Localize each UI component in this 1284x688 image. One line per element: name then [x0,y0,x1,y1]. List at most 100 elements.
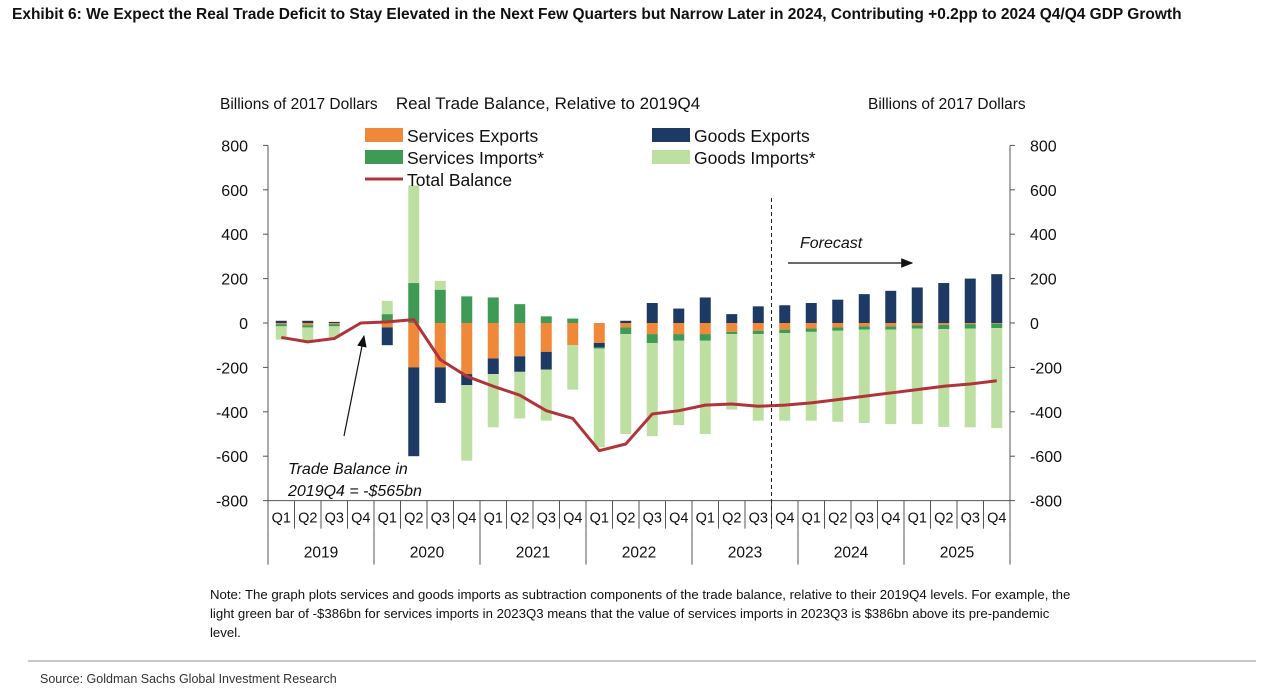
trade-balance-annotation-line1: Trade Balance in [288,461,408,478]
bar-goods-exports-21 [832,299,844,323]
forecast-label: Forecast [800,235,863,252]
bar-goods-imports-14 [646,342,658,437]
legend-label-goods-exports: Goods Exports [694,126,810,146]
total-balance-line [281,318,997,453]
bar-services-imports-23 [885,326,897,330]
bar-goods-exports-18 [752,306,764,323]
trade-balance-chart: 800 800 600 600 400 400 200 200 0 0 -200 -200 -400 -4… [216,94,1062,565]
x-tick-label-21: Q2 [828,511,847,527]
bar-services-imports-20 [805,328,817,332]
bar-services-exports-5 [408,323,420,368]
bar-goods-imports-8 [487,374,499,428]
bar-services-imports-12 [593,347,605,349]
y-axis-label-left: Billions of 2017 Dollars [220,96,378,113]
legend-label-total-balance: Total Balance [407,170,512,190]
bar-services-imports-1 [302,325,314,328]
legend-swatch-services-exports [365,128,403,142]
bar-goods-exports-27 [991,274,1003,323]
bar-services-imports-26 [964,324,976,329]
x-year-label-2021: 2021 [516,545,550,562]
bar-services-exports-19 [779,323,791,330]
bar-goods-exports-22 [858,294,870,323]
bar-services-exports-15 [673,323,685,335]
y-tick-label-right: 200 [1030,272,1057,289]
x-tick-label-24: Q1 [908,511,927,527]
bar-goods-exports-13 [620,320,632,323]
bar-goods-imports-2 [328,326,340,338]
bar-goods-imports-18 [752,334,764,421]
bar-services-exports-16 [699,323,711,335]
x-tick-label-8: Q1 [484,511,503,527]
x-tick-label-20: Q1 [802,511,821,527]
bar-services-exports-2 [328,323,340,325]
bar-services-imports-25 [938,324,950,330]
bar-goods-imports-20 [805,331,817,421]
x-tick-label-22: Q3 [855,511,874,527]
bar-services-exports-14 [646,323,658,335]
x-tick-label-0: Q1 [272,511,291,527]
x-tick-label-27: Q4 [987,511,1006,527]
x-tick-label-1: Q2 [298,511,317,527]
x-tick-label-14: Q3 [643,511,662,527]
bar-services-imports-17 [726,331,738,335]
legend-label-services-imports: Services Imports* [407,148,544,168]
y-tick-label-left: 400 [221,227,248,244]
bar-services-exports-13 [620,323,632,328]
bar-goods-imports-5 [408,185,420,284]
bar-services-exports-7 [461,323,473,375]
bar-goods-exports-19 [779,305,791,323]
x-tick-label-7: Q4 [457,511,476,527]
bar-services-imports-6 [434,289,446,323]
bar-services-exports-6 [434,323,446,368]
bar-services-exports-17 [726,323,738,332]
bar-services-imports-9 [514,304,526,323]
bar-goods-imports-13 [620,334,632,434]
bar-goods-imports-26 [964,328,976,428]
x-tick-label-15: Q4 [669,511,688,527]
bar-services-imports-0 [275,324,287,327]
bar-services-imports-5 [408,283,420,323]
bar-goods-exports-10 [540,351,552,370]
divider [28,660,1256,662]
y-tick-label-left: -600 [216,449,248,466]
bar-services-exports-27 [991,323,1003,324]
bar-goods-exports-12 [593,342,605,348]
chart-note: Note: The graph plots services and goods… [210,587,1071,640]
x-year-label-2019: 2019 [304,545,338,562]
x-tick-label-23: Q4 [881,511,900,527]
bar-services-exports-11 [567,323,579,346]
bar-goods-imports-0 [275,326,287,340]
y-tick-label-left: 0 [239,316,248,333]
bar-goods-imports-4 [381,300,393,315]
bar-services-imports-27 [991,323,1003,329]
x-tick-label-9: Q2 [510,511,529,527]
x-tick-label-5: Q2 [404,511,423,527]
bar-goods-imports-23 [885,329,897,425]
x-tick-label-19: Q4 [775,511,794,527]
bar-goods-exports-14 [646,303,658,323]
x-tick-label-26: Q3 [961,511,980,527]
x-tick-label-25: Q2 [934,511,953,527]
bar-goods-imports-27 [991,328,1003,429]
bar-goods-exports-4 [381,327,393,346]
bar-services-exports-0 [275,323,287,325]
y-axis-label-right: Billions of 2017 Dollars [868,96,1026,113]
x-year-label-2025: 2025 [940,545,974,562]
bar-services-exports-18 [752,323,764,331]
bar-services-imports-2 [328,324,340,327]
bar-goods-exports-25 [938,283,950,323]
x-tick-label-18: Q3 [749,511,768,527]
y-tick-label-right: -800 [1030,494,1062,511]
x-year-label-2022: 2022 [622,545,656,562]
x-tick-label-4: Q1 [378,511,397,527]
bar-goods-imports-6 [434,280,446,290]
bar-services-imports-22 [858,326,870,330]
bar-services-imports-11 [567,318,579,323]
y-tick-label-left: -200 [216,360,248,377]
exhibit-title: Exhibit 6: We Expect the Real Trade Defi… [12,6,1182,23]
source-note: Source: Goldman Sachs Global Investment … [40,672,337,686]
bar-services-exports-26 [964,323,976,325]
bar-goods-imports-25 [938,329,950,427]
x-tick-label-6: Q3 [431,511,450,527]
bar-services-imports-14 [646,334,658,343]
